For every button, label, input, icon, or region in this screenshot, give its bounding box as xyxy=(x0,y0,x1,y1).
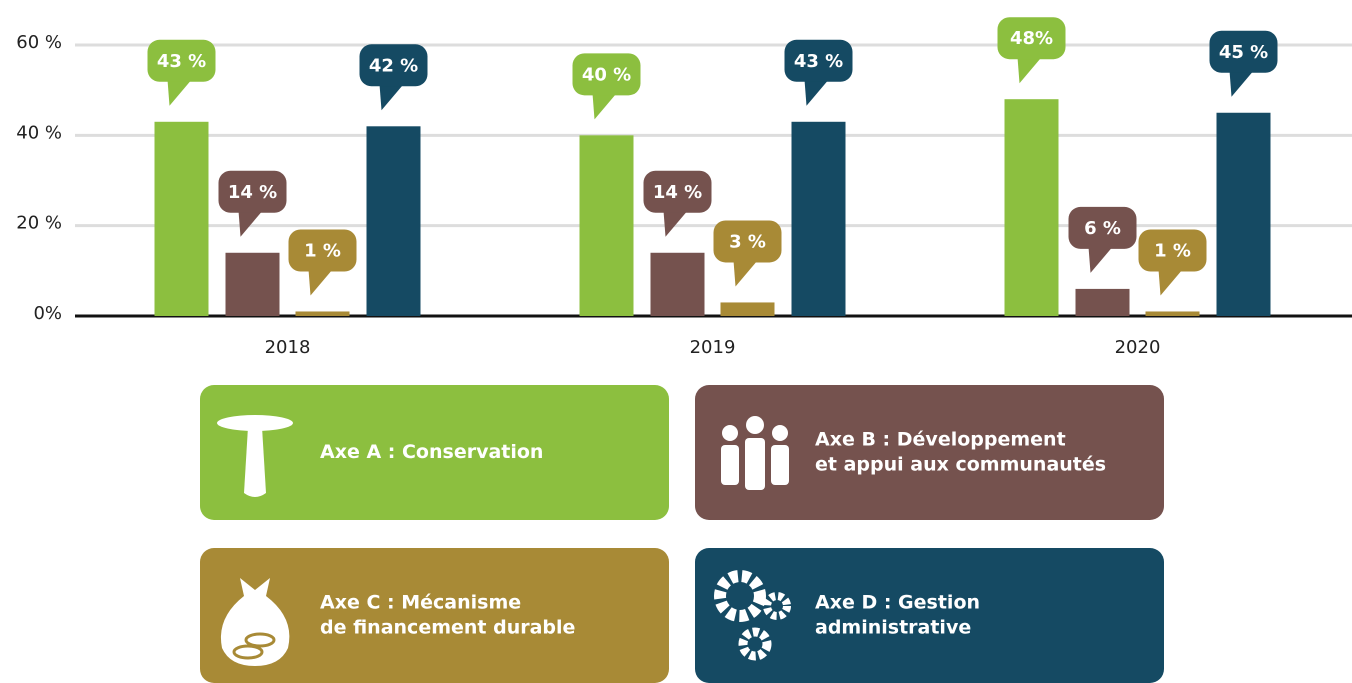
people-icon xyxy=(721,416,789,490)
callout-tail xyxy=(663,210,688,237)
legend-item: Axe D : Gestion administrative xyxy=(695,548,1164,683)
callout-tail xyxy=(733,260,758,287)
callout-tail xyxy=(592,93,617,120)
bar xyxy=(1075,288,1130,316)
legend-item: Axe B : Développement et appui aux commu… xyxy=(695,385,1164,520)
legend-label: Axe D : Gestion administrative xyxy=(815,590,981,639)
callout xyxy=(572,53,641,96)
data-label: 45 % xyxy=(1219,42,1268,63)
callout-tail xyxy=(1229,70,1254,97)
callout-tail xyxy=(238,210,263,237)
bar xyxy=(579,135,634,316)
callout xyxy=(1068,206,1137,249)
legend-label: Axe C : Mécanisme de financement durable xyxy=(320,590,576,639)
bar xyxy=(225,252,280,316)
y-tick-label: 60 % xyxy=(16,32,62,53)
data-label: 3 % xyxy=(729,231,766,252)
y-tick-label: 20 % xyxy=(16,213,62,234)
callout-tail xyxy=(1017,57,1042,84)
data-label: 43 % xyxy=(157,51,206,72)
bar xyxy=(791,121,846,317)
callout xyxy=(1209,30,1278,73)
y-tick-label: 0% xyxy=(33,303,62,324)
bar xyxy=(295,311,350,316)
callout xyxy=(643,170,712,213)
data-label: 14 % xyxy=(228,182,277,203)
money-bag-icon xyxy=(220,578,290,666)
x-tick-label: 2019 xyxy=(690,337,736,358)
callout xyxy=(147,39,216,82)
legend-label: Axe A : Conservation xyxy=(320,440,544,463)
legend-label: Axe B : Développement et appui aux commu… xyxy=(815,427,1107,476)
callout xyxy=(1138,229,1207,272)
callout-tail xyxy=(1158,269,1183,296)
bar xyxy=(1216,112,1271,316)
data-label: 1 % xyxy=(304,240,341,261)
data-label: 40 % xyxy=(582,64,631,85)
callout-tail xyxy=(308,269,333,296)
legend-item: Axe C : Mécanisme de financement durable xyxy=(200,548,669,683)
data-label: 43 % xyxy=(794,51,843,72)
y-tick-label: 40 % xyxy=(16,122,62,143)
data-label: 42 % xyxy=(369,55,418,76)
callout-tail xyxy=(1088,246,1113,273)
callout xyxy=(288,229,357,272)
data-label: 6 % xyxy=(1084,218,1121,239)
data-label: 14 % xyxy=(653,182,702,203)
callout xyxy=(218,170,287,213)
x-tick-label: 2020 xyxy=(1115,337,1161,358)
callout xyxy=(713,220,782,263)
gears-icon xyxy=(714,570,791,661)
chart: 0% 20 % 40 % 60 % 2018 43 % 14 % 1 % 42 % 2019 40 … xyxy=(16,17,1352,358)
bar xyxy=(154,121,209,317)
bar xyxy=(650,252,705,316)
callout-tail xyxy=(804,79,829,106)
legend-item: Axe A : Conservation xyxy=(200,385,669,520)
callout-tail xyxy=(167,79,192,106)
tree-icon xyxy=(217,415,293,497)
callout-tail xyxy=(379,84,404,111)
callout xyxy=(784,39,853,82)
callout xyxy=(359,44,428,87)
data-label: 1 % xyxy=(1154,240,1191,261)
data-label: 48% xyxy=(1010,28,1053,49)
bar xyxy=(366,126,421,316)
bar xyxy=(1004,99,1059,316)
bar xyxy=(1145,311,1200,316)
bar xyxy=(720,302,775,316)
callout xyxy=(997,17,1066,60)
x-tick-label: 2018 xyxy=(265,337,311,358)
